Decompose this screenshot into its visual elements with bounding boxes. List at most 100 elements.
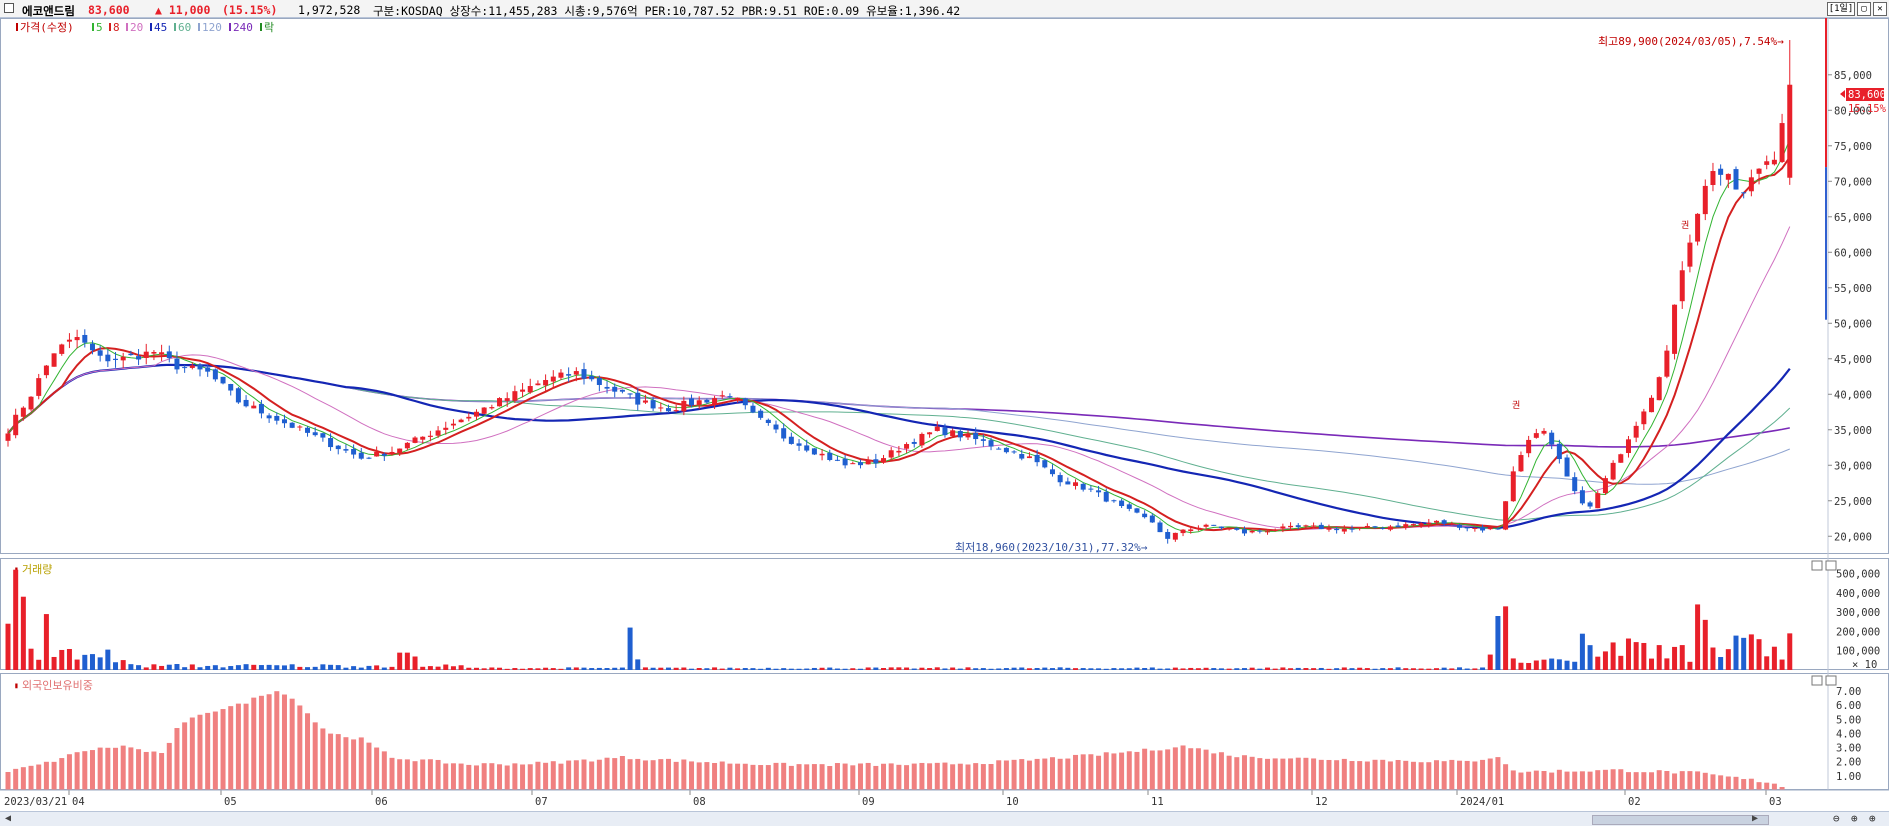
axis-range-marker: [1825, 167, 1827, 320]
volume-bar: [412, 656, 418, 670]
candle-body: [1042, 460, 1048, 468]
candle-body: [665, 408, 671, 412]
legend-label: 20: [130, 21, 143, 34]
volume-bar: [274, 665, 280, 670]
candle-body: [266, 415, 272, 419]
volume-bar: [1065, 667, 1071, 670]
candle-body: [1103, 491, 1109, 502]
x-tick-label: 2023/03/21: [4, 796, 67, 808]
foreign-bar: [1756, 782, 1762, 790]
volume-bar: [297, 666, 303, 670]
x-tick-label: 04: [72, 796, 85, 808]
volume-bar: [888, 667, 894, 670]
zoom-in-icon[interactable]: ⊕: [1869, 812, 1876, 825]
foreign-bar: [742, 763, 748, 790]
foreign-bar: [1211, 753, 1217, 790]
volume-bar: [665, 667, 671, 670]
foreign-bar: [351, 739, 357, 790]
candle-body: [819, 453, 825, 456]
foreign-bar: [228, 706, 234, 790]
foreign-bar: [1288, 758, 1294, 790]
foreign-tick-label: 7.00: [1836, 686, 1861, 698]
volume-bar: [996, 668, 1002, 670]
scroll-left-icon[interactable]: ◀: [5, 813, 12, 824]
legend-swatch: [229, 23, 231, 31]
volume-bar: [1119, 668, 1125, 670]
candle-body: [59, 344, 65, 354]
volume-bar: [742, 668, 748, 670]
candle-body: [174, 358, 180, 370]
candle-body: [36, 378, 42, 396]
foreign-bar: [358, 737, 364, 790]
candle-body: [727, 396, 733, 398]
volume-bar: [266, 664, 272, 670]
volume-bar: [1618, 655, 1624, 670]
foreign-bar: [719, 761, 725, 790]
foreign-bar: [381, 751, 387, 790]
foreign-bar: [189, 717, 195, 790]
candle-body: [1564, 457, 1570, 477]
x-tick-label: 09: [862, 796, 875, 808]
candle-body: [1111, 500, 1117, 502]
volume-bar: [1579, 633, 1585, 670]
volume-bar: [13, 569, 19, 670]
foreign-bar: [589, 761, 595, 790]
period-selector[interactable]: [1일]: [1827, 2, 1855, 16]
restore-icon[interactable]: ▢: [1857, 2, 1871, 16]
candle-body: [220, 376, 226, 384]
foreign-bar: [36, 764, 42, 790]
volume-bar: [1034, 667, 1040, 670]
foreign-bar: [1526, 771, 1532, 790]
volume-bar: [1265, 667, 1271, 670]
foreign-bar: [896, 764, 902, 790]
current-price-label: 83,600: [1848, 89, 1886, 101]
candle-body: [1602, 478, 1608, 494]
scroll-right-icon[interactable]: ▶: [1752, 813, 1759, 824]
price-tick-label: 45,000: [1834, 354, 1872, 366]
volume-bar: [1349, 668, 1355, 670]
volume-bar: [573, 667, 579, 670]
chart-select-checkbox[interactable]: [4, 3, 14, 13]
volume-bar: [642, 667, 648, 670]
volume-bar: [965, 667, 971, 670]
candle-body: [1649, 397, 1655, 413]
candle-body: [804, 445, 810, 451]
scroll-bar[interactable]: ◀ ▶ ⊖ ⊕ ⊕: [0, 811, 1889, 826]
scroll-thumb[interactable]: [1592, 815, 1769, 825]
volume-bar: [581, 667, 587, 670]
volume-bar: [681, 667, 687, 670]
foreign-bar: [1464, 760, 1470, 790]
foreign-bar: [1748, 778, 1754, 790]
volume-bar: [1464, 668, 1470, 670]
zoom-reset-icon[interactable]: ⊕: [1851, 812, 1858, 825]
candle-body: [788, 436, 794, 444]
candle-body: [1149, 515, 1155, 523]
foreign-bar: [911, 763, 917, 790]
volume-bar: [1249, 667, 1255, 670]
volume-bar: [289, 664, 295, 670]
foreign-bar: [1602, 769, 1608, 790]
volume-bar: [312, 666, 318, 670]
volume-bar: [89, 654, 95, 670]
close-icon[interactable]: ✕: [1873, 2, 1887, 16]
legend-label: 120: [202, 21, 222, 34]
volume-bar: [251, 664, 257, 670]
volume-bar: [1595, 656, 1601, 670]
legend-swatch: [92, 23, 94, 31]
candle-body: [105, 354, 111, 362]
volume-bar: [1510, 658, 1516, 670]
foreign-bar: [450, 763, 456, 790]
legend-swatch: [16, 23, 18, 31]
foreign-bar: [1011, 759, 1017, 790]
foreign-bar: [1472, 761, 1478, 790]
volume-bar: [197, 667, 203, 670]
volume-bar: [712, 667, 718, 670]
foreign-bar: [1672, 773, 1678, 790]
foreign-bar: [1441, 761, 1447, 790]
chart-area[interactable]: 20,000 25,000 30,000 35,000 40,000 45,000 50,0…: [0, 18, 1889, 811]
volume-legend-swatch: ▮: [14, 565, 19, 574]
candle-body: [535, 383, 541, 386]
foreign-bar: [1764, 782, 1770, 790]
candle-body: [1725, 173, 1731, 180]
zoom-out-icon[interactable]: ⊖: [1833, 812, 1840, 825]
